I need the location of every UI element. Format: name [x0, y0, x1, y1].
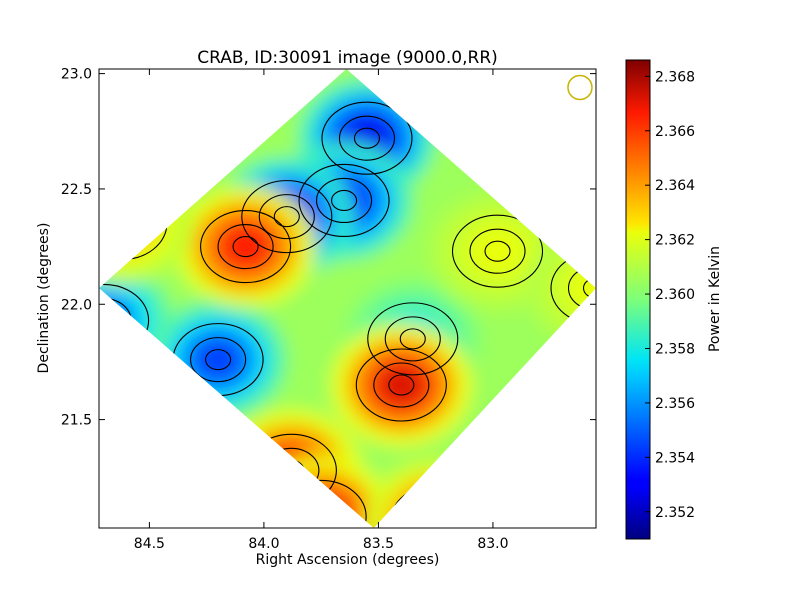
heat-blob-7-3 — [99, 202, 146, 245]
contour-ring-8-2 — [451, 214, 544, 288]
contour-ring-9-0 — [582, 277, 596, 299]
contour-ring-8-0 — [484, 240, 511, 262]
contour-ring-5-2 — [367, 302, 459, 376]
colorbar-tick-label-8: 2.368 — [655, 69, 695, 85]
contour-ring-13-2 — [390, 484, 482, 528]
y-tick-label-1: 22.0 — [61, 297, 92, 313]
heat-blob-12-2 — [284, 484, 359, 528]
y-axis: 21.5 22.0 22.5 23.0 — [61, 67, 596, 429]
contour-ring-12-0 — [308, 505, 335, 528]
contour-ring-3-1 — [190, 337, 247, 383]
colorbar-label: Power in Kelvin — [707, 246, 723, 352]
contour-ring-7-0 — [108, 212, 135, 235]
heat-blob-3-3 — [194, 339, 242, 380]
heat-blob-8-3 — [473, 230, 522, 272]
chart-title: CRAB, ID:30091 image (9000.0,RR) — [197, 48, 498, 68]
heat-blob-12-3 — [297, 495, 345, 528]
contour-ring-1-1 — [316, 177, 373, 224]
heat-blob-10-3 — [377, 364, 426, 406]
contour-ring-3-0 — [205, 349, 232, 371]
y-tick-label-2: 22.5 — [61, 182, 92, 198]
colorbar-tick-label-6: 2.364 — [655, 178, 695, 194]
heatmap-field — [99, 69, 596, 528]
heat-blob-9-1 — [542, 241, 596, 335]
contour-ring-10-1 — [373, 362, 430, 408]
heat-blob-7-0 — [99, 162, 193, 285]
colorbar-tick-label-2: 2.356 — [655, 396, 695, 412]
colorbar-gradient — [625, 59, 651, 540]
y-tick-label-3: 23.0 — [61, 67, 92, 83]
contour-ring-13-1 — [407, 498, 464, 528]
heat-blob-9-3 — [572, 267, 596, 309]
contour-ring-9-1 — [567, 265, 596, 311]
x-axis: 84.5 84.0 83.5 83.0 — [134, 69, 509, 552]
colorbar-tick-label-0: 2.352 — [655, 505, 695, 521]
contour-ring-6-1 — [217, 224, 274, 270]
contour-ring-2-0 — [273, 206, 300, 228]
heat-blob-12-1 — [267, 469, 375, 528]
contour-ring-12-1 — [293, 493, 350, 528]
x-tick-label-3: 83.0 — [477, 536, 508, 552]
colorbar-ticks: 2.352 2.354 2.356 2.358 2.360 2.362 2.364 2.366… — [645, 69, 695, 521]
contour-ring-11-0 — [278, 459, 305, 481]
colorbar-tick-label-4: 2.360 — [655, 287, 695, 303]
beam-circle-marker — [567, 74, 593, 101]
plot-frame — [98, 68, 597, 529]
contour-ring-4-0 — [99, 309, 117, 331]
contour-ring-9-2 — [550, 251, 596, 325]
contour-ring-0-1 — [338, 115, 396, 161]
contour-ring-2-2 — [241, 180, 333, 254]
x-tick-label-2: 83.5 — [363, 536, 394, 552]
x-tick-label-0: 84.5 — [134, 536, 165, 552]
contour-ring-1-0 — [331, 189, 358, 212]
heat-blob-13-3 — [411, 500, 460, 528]
colorbar-tick-label-1: 2.354 — [655, 450, 695, 466]
contour-ring-5-0 — [399, 328, 426, 350]
colorbar-tick-label-5: 2.362 — [655, 233, 695, 249]
x-tick-label-1: 84.0 — [248, 536, 279, 552]
contour-ring-0-0 — [353, 127, 381, 149]
plot-area — [99, 69, 596, 528]
contour-ring-7-1 — [99, 200, 150, 247]
heat-blob-4-1 — [99, 275, 156, 366]
contour-ring-2-1 — [258, 194, 315, 240]
contour-ring-12-2 — [275, 479, 367, 528]
heat-blob-7-2 — [99, 191, 159, 256]
contour-ring-5-1 — [384, 316, 441, 362]
y-tick-label-0: 21.5 — [61, 413, 92, 429]
contour-ring-6-0 — [232, 236, 259, 258]
contour-ring-1-2 — [298, 163, 390, 238]
x-axis-label: Right Ascension (degrees) — [256, 552, 440, 568]
contour-ring-4-2 — [99, 283, 150, 357]
contour-ring-7-2 — [99, 186, 168, 261]
colorbar-tick-label-7: 2.366 — [655, 124, 695, 140]
contour-ring-10-2 — [355, 348, 447, 422]
heat-blob-13-2 — [398, 488, 473, 528]
heat-blob-6-3 — [221, 225, 270, 268]
contour-ring-10-0 — [388, 374, 415, 396]
y-axis-label: Declination (degrees) — [36, 223, 52, 374]
contour-ring-8-1 — [469, 228, 526, 274]
contour-ring-0-2 — [321, 101, 413, 175]
colorbar-tick-label-3: 2.358 — [655, 341, 695, 357]
contour-ring-6-2 — [200, 210, 292, 284]
